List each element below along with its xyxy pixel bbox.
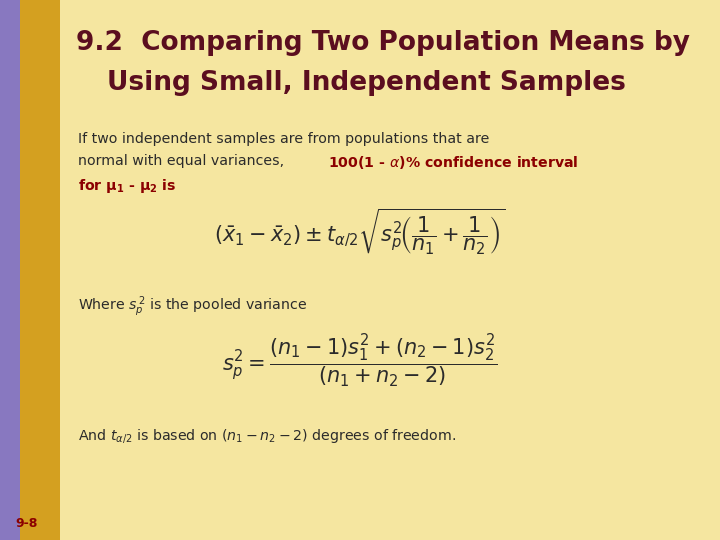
FancyBboxPatch shape — [0, 0, 35, 540]
Text: $s_p^2 = \dfrac{(n_1-1)s_1^2+(n_2-1)s_2^2}{(n_1+n_2-2)}$: $s_p^2 = \dfrac{(n_1-1)s_1^2+(n_2-1)s_2^… — [222, 333, 498, 390]
Text: Where $s_p^{\,2}$ is the pooled variance: Where $s_p^{\,2}$ is the pooled variance — [78, 294, 307, 319]
Text: If two independent samples are from populations that are: If two independent samples are from popu… — [78, 132, 489, 146]
Text: 100(1 - $\alpha$)% confidence interval: 100(1 - $\alpha$)% confidence interval — [328, 154, 578, 171]
Text: normal with equal variances,: normal with equal variances, — [78, 154, 289, 168]
Text: Using Small, Independent Samples: Using Small, Independent Samples — [107, 70, 626, 96]
Text: And $t_{\alpha/2}$ is based on $(n_1 - n_2 - 2)$ degrees of freedom.: And $t_{\alpha/2}$ is based on $(n_1 - n… — [78, 427, 456, 444]
FancyBboxPatch shape — [20, 0, 60, 540]
Text: $(\bar{x}_1 - \bar{x}_2) \pm t_{\alpha/2}\sqrt{s_p^2\!\left(\dfrac{1}{n_1}+\dfra: $(\bar{x}_1 - \bar{x}_2) \pm t_{\alpha/2… — [215, 207, 505, 258]
Text: 9.2  Comparing Two Population Means by: 9.2 Comparing Two Population Means by — [76, 30, 690, 56]
Text: 9-8: 9-8 — [16, 517, 38, 530]
Text: for $\mathbf{\mu_1}$ - $\mathbf{\mu_2}$ is: for $\mathbf{\mu_1}$ - $\mathbf{\mu_2}$ … — [78, 177, 176, 194]
